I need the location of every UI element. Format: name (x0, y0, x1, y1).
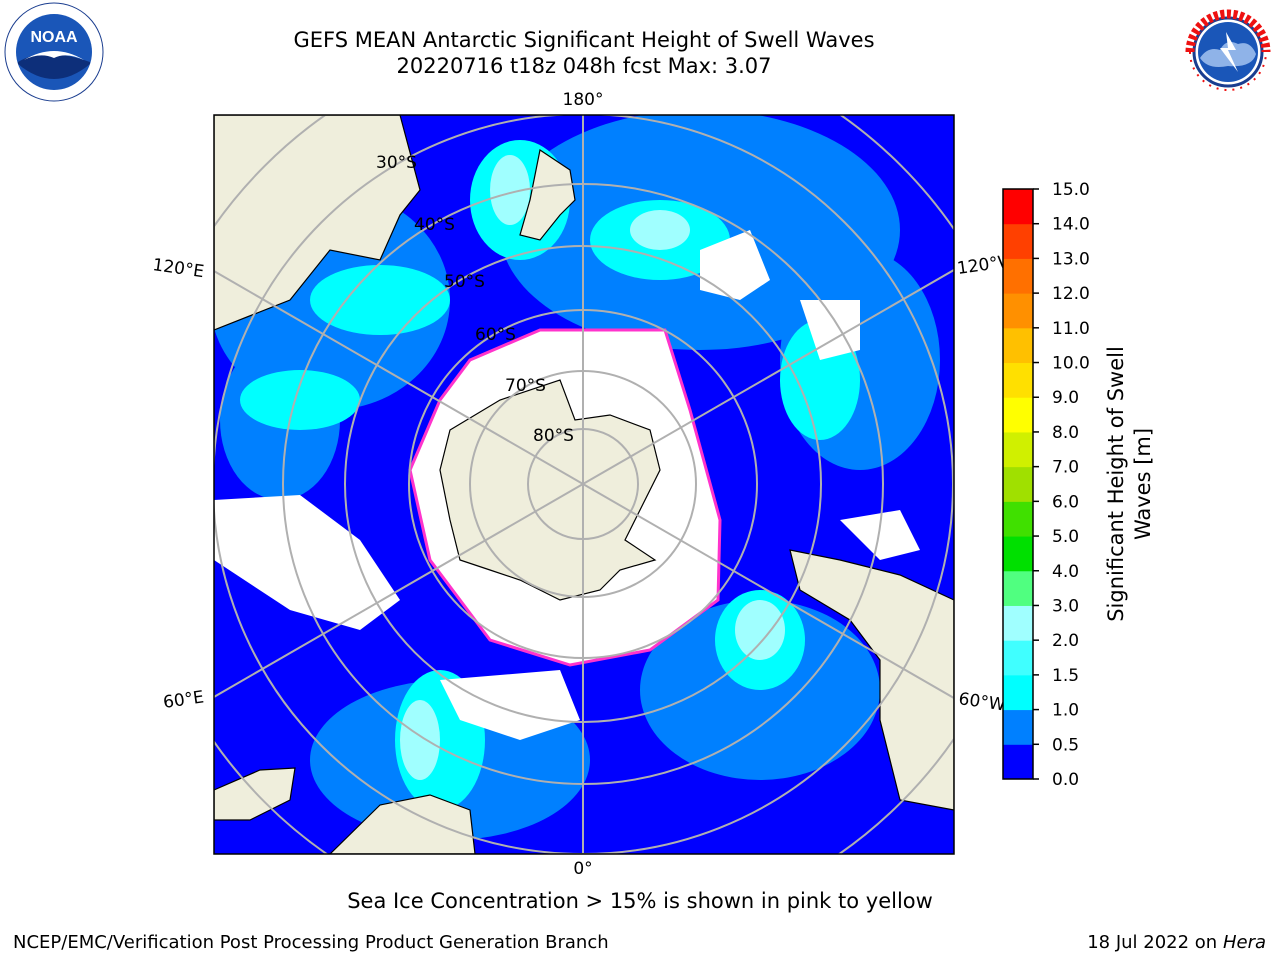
lon-label-0: 0° (573, 859, 592, 879)
colorbar-block (1003, 709, 1033, 745)
map-frame (213, 114, 955, 855)
colorbar-tick-label: 10.0 (1052, 354, 1090, 374)
colorbar-tick-label: 1.0 (1052, 701, 1079, 721)
colorbar-block (1003, 536, 1033, 572)
colorbar-block (1003, 397, 1033, 433)
host-name: Hera (1222, 932, 1266, 953)
lat-label-50s: 50°S (444, 272, 485, 292)
lat-label-40s: 40°S (414, 215, 455, 235)
lat-label-70s: 70°S (505, 376, 546, 396)
colorbar-block (1003, 362, 1033, 398)
colorbar-frame (1002, 188, 1034, 780)
new-zealand-landmass (519, 149, 576, 241)
colorbar-tick-label: 12.0 (1052, 284, 1090, 304)
colorbar-block (1003, 640, 1033, 676)
credit-line: NCEP/EMC/Verification Post Processing Pr… (13, 932, 609, 953)
colorbar-tick-label: 14.0 (1052, 215, 1090, 235)
lat-label-60s: 60°S (475, 325, 516, 345)
colorbar-blocks (1003, 189, 1033, 780)
date-line: 18 Jul 2022 on Hera (1087, 932, 1266, 953)
swell-field-2-0m (400, 155, 785, 780)
colorbar-label-line2: Waves [m] (1131, 428, 1155, 540)
date-text: 18 Jul 2022 on (1087, 932, 1218, 953)
colorbar-tick-label: 0.0 (1052, 770, 1079, 790)
colorbar-tick-label: 4.0 (1052, 562, 1079, 582)
colorbar-tick-label: 5.0 (1052, 527, 1079, 547)
colorbar-tick-label: 3.0 (1052, 596, 1079, 616)
map-title: GEFS MEAN Antarctic Significant Height o… (293, 28, 875, 52)
colorbar-block (1003, 189, 1033, 225)
colorbar-tick-label: 1.5 (1052, 666, 1079, 686)
colorbar-tick-label: 9.0 (1052, 388, 1079, 408)
colorbar-tick-label: 8.0 (1052, 423, 1079, 443)
lat-label-30s: 30°S (376, 153, 417, 173)
no-data-patches (214, 230, 920, 740)
australia-landmass (214, 115, 421, 331)
sea-ice-note: Sea Ice Concentration > 15% is shown in … (347, 889, 933, 913)
colorbar-block (1003, 223, 1033, 259)
colorbar-tick-label: 13.0 (1052, 249, 1090, 269)
colorbar-block (1003, 605, 1033, 641)
noaa-logo-text: NOAA (30, 29, 78, 46)
africa-landmass (329, 794, 476, 854)
colorbar-ticks: 0.0 0.5 1.0 1.5 2.0 3.0 4.0 5.0 6.0 7.0 8.0 9.0 10.0… (1033, 180, 1090, 790)
colorbar-block (1003, 570, 1033, 606)
madagascar-landmass (214, 767, 296, 821)
colorbar-label-line1: Significant Height of Swell (1104, 346, 1128, 622)
colorbar-block (1003, 466, 1033, 502)
nws-logo-icon (1179, 3, 1277, 101)
antarctica-landmass (439, 379, 661, 601)
map-subtitle: 20220716 t18z 048h fcst Max: 3.07 (396, 54, 772, 78)
noaa-logo-icon: NOAA (4, 2, 104, 102)
colorbar-block (1003, 744, 1033, 780)
graticule (214, 115, 954, 854)
colorbar-block (1003, 674, 1033, 711)
colorbar-tick-label: 15.0 (1052, 180, 1090, 200)
colorbar-tick-label: 2.0 (1052, 631, 1079, 651)
colorbar-block (1003, 293, 1033, 329)
lon-label-180: 180° (563, 90, 604, 110)
colorbar-block (1003, 501, 1033, 537)
lat-label-80s: 80°S (533, 426, 574, 446)
colorbar-block (1003, 431, 1033, 468)
colorbar-tick-label: 7.0 (1052, 458, 1079, 478)
colorbar-tick-label: 11.0 (1052, 319, 1090, 339)
colorbar-block (1003, 258, 1033, 294)
colorbar-tick-label: 0.5 (1052, 735, 1079, 755)
colorbar-block (1003, 327, 1033, 364)
colorbar-tick-label: 6.0 (1052, 492, 1079, 512)
